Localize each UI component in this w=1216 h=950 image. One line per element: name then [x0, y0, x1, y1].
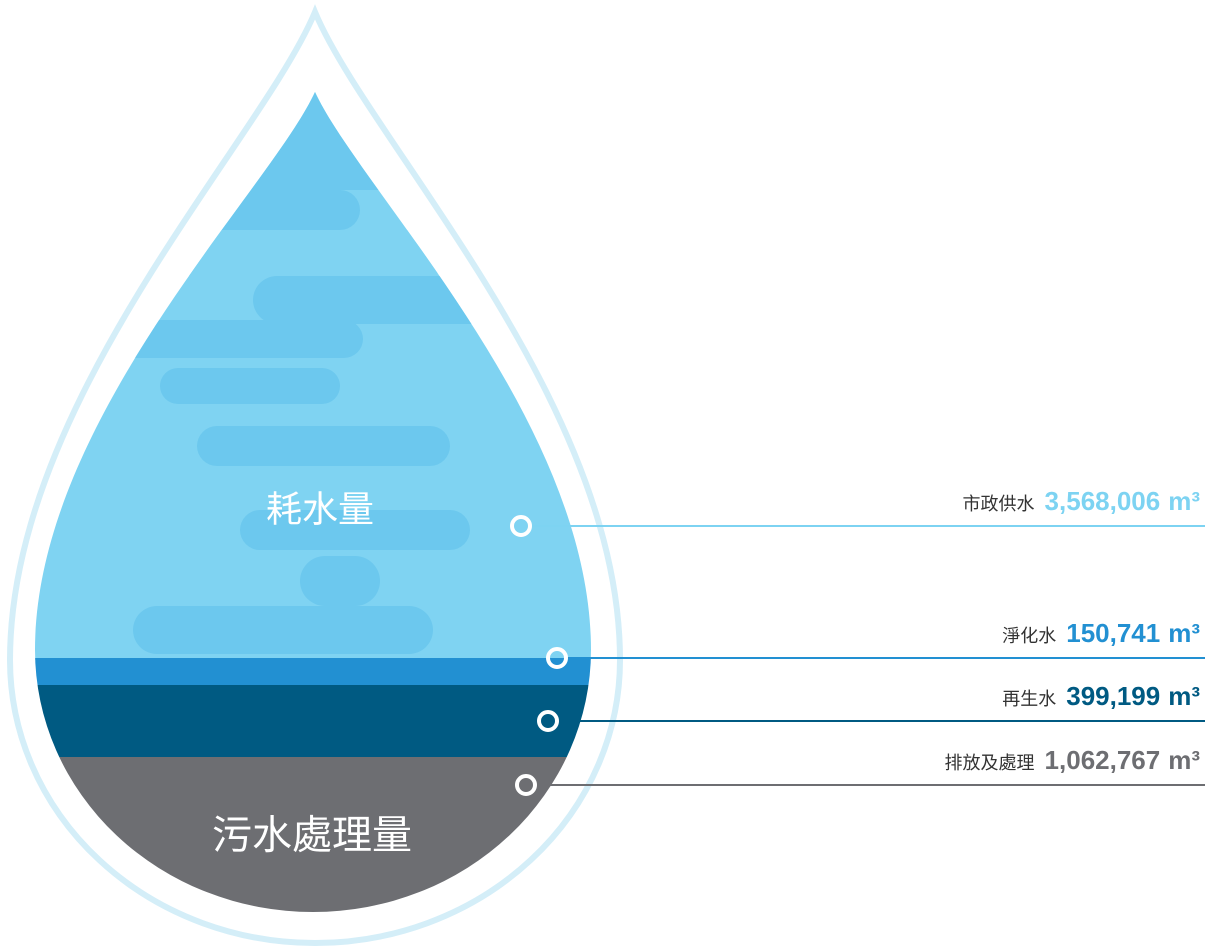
item-value: 150,741 [1066, 618, 1160, 648]
item-value: 399,199 [1066, 681, 1160, 711]
item-label: 淨化水 [1002, 626, 1056, 646]
drop [35, 92, 591, 912]
item-unit: m³ [1168, 745, 1200, 775]
marker [546, 647, 568, 669]
item-label: 市政供水 [963, 494, 1035, 514]
layer-recycled [35, 685, 591, 757]
marker [510, 515, 532, 537]
item-label: 再生水 [1002, 689, 1056, 709]
item-unit: m³ [1168, 618, 1200, 648]
marker [515, 774, 537, 796]
drop-top-label: 耗水量 [266, 489, 374, 530]
marker [537, 710, 559, 732]
item-value: 1,062,767 [1045, 745, 1161, 775]
item-text: 再生水 399,199 m³ [1002, 681, 1200, 711]
item-unit: m³ [1168, 681, 1200, 711]
item-unit: m³ [1168, 486, 1200, 516]
drop-bottom-label: 污水處理量 [212, 814, 412, 858]
item-text: 排放及處理 1,062,767 m³ [945, 745, 1201, 775]
item-label: 排放及處理 [945, 753, 1035, 773]
item-value: 3,568,006 [1045, 486, 1161, 516]
item-text: 淨化水 150,741 m³ [1002, 618, 1200, 648]
item-text: 市政供水 3,568,006 m³ [963, 486, 1201, 516]
drop-outline [6, 4, 624, 946]
layer-purified [35, 658, 591, 685]
